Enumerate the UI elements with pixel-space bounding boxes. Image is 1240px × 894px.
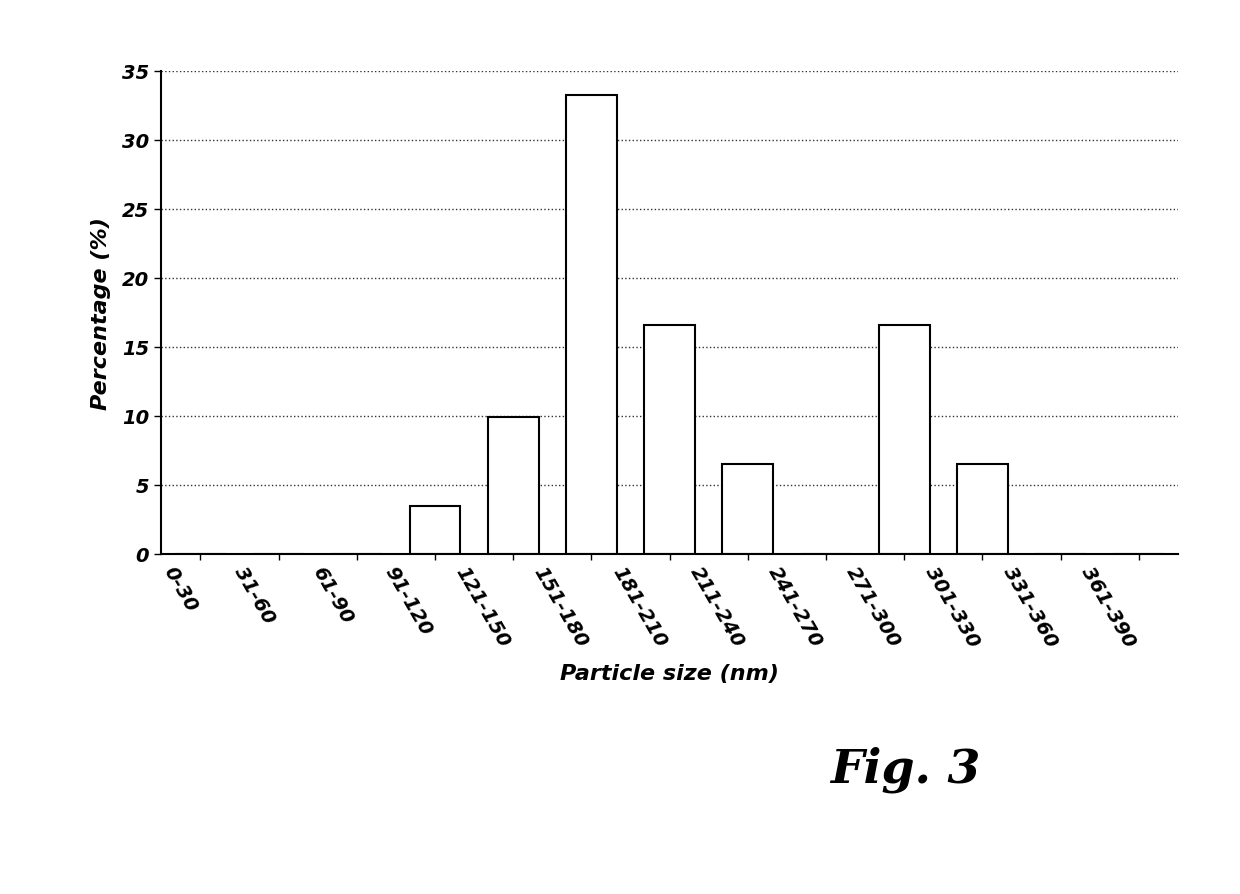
Bar (879, 325, 930, 554)
Bar (645, 325, 696, 554)
Bar (723, 465, 774, 554)
Bar (565, 97, 616, 554)
Bar (487, 417, 538, 554)
X-axis label: Particle size (nm): Particle size (nm) (560, 663, 779, 684)
Text: Fig. 3: Fig. 3 (830, 746, 981, 792)
Y-axis label: Percentage (%): Percentage (%) (91, 216, 112, 409)
Bar (957, 465, 1008, 554)
Bar (409, 506, 460, 554)
